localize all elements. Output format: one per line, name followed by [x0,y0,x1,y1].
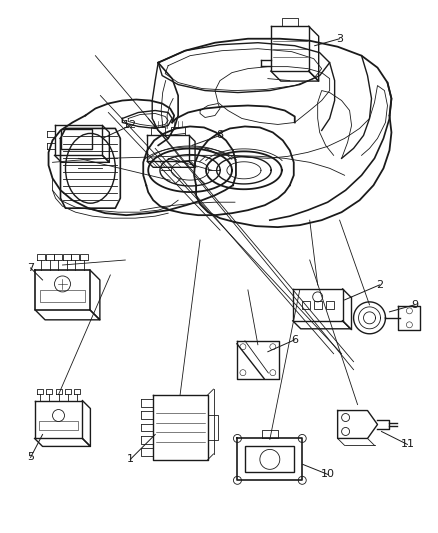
Bar [302,301,310,309]
Bar [40,290,85,302]
Text: 3: 3 [336,34,343,44]
Bar [314,301,321,309]
Bar [39,421,78,431]
Text: 6: 6 [291,335,298,345]
Text: 8: 8 [216,131,223,140]
Text: 5: 5 [27,453,34,463]
Text: 2: 2 [376,280,383,290]
Text: 11: 11 [400,439,414,449]
Text: 12: 12 [123,120,138,131]
Text: 1: 1 [127,455,134,464]
Text: 9: 9 [411,300,418,310]
Bar [326,301,334,309]
Text: 10: 10 [321,470,335,479]
Bar [245,447,294,472]
Text: 7: 7 [27,263,34,273]
Bar [60,130,92,149]
